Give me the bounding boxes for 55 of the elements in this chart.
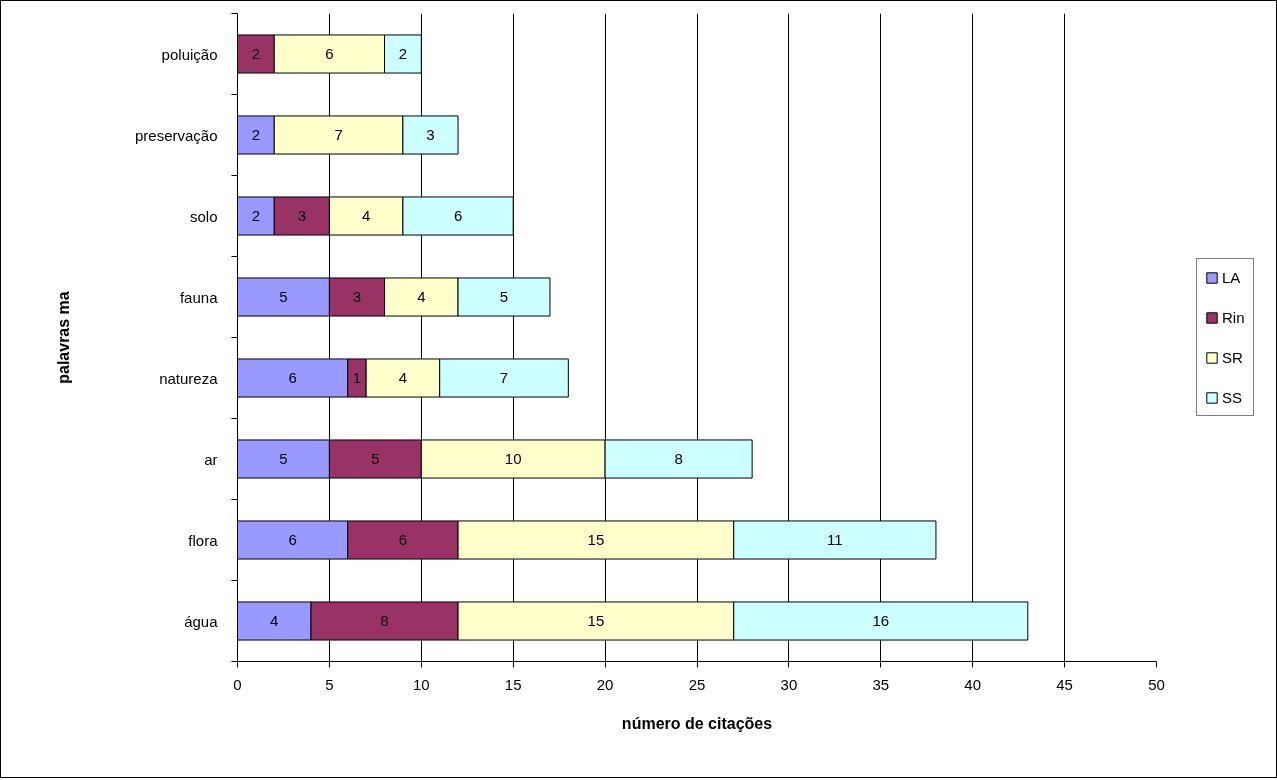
data-label: 6 — [398, 531, 408, 548]
data-label: 5 — [371, 450, 380, 467]
data-label: 4 — [417, 288, 426, 305]
legend-label: LA — [1222, 267, 1242, 287]
data-label: 7 — [499, 369, 509, 386]
y-tick-label: flora — [188, 531, 219, 549]
y-tick-label: poluição — [161, 45, 218, 63]
y-tick-label: fauna — [179, 288, 219, 306]
x-tick-label: 25 — [688, 675, 706, 693]
x-axis-title: número de citações — [621, 714, 773, 732]
x-tick-label: 20 — [596, 675, 614, 693]
y-tick-label: natureza — [159, 369, 219, 387]
y-tick-label: preservação — [134, 126, 218, 144]
data-label: 10 — [504, 450, 522, 467]
data-label: 3 — [297, 207, 306, 224]
data-label: 7 — [334, 126, 343, 143]
x-tick-label: 15 — [504, 675, 522, 693]
y-tick-label: água — [184, 612, 219, 630]
data-label: 5 — [279, 450, 288, 467]
legend-label: Rin — [1222, 307, 1245, 327]
data-label: 4 — [270, 612, 279, 629]
data-label: 11 — [827, 531, 843, 548]
data-label: 6 — [288, 531, 297, 548]
data-label: 1 — [352, 369, 362, 386]
data-label: 2 — [251, 207, 261, 224]
data-label: 15 — [587, 612, 605, 629]
data-label: 6 — [453, 207, 463, 224]
x-tick-label: 50 — [1148, 675, 1165, 693]
x-tick-label: 30 — [780, 675, 798, 693]
y-axis-title: palavras ma — [54, 291, 72, 384]
data-label: 8 — [674, 450, 683, 467]
y-tick-label: ar — [204, 450, 218, 468]
data-label: 2 — [398, 45, 408, 62]
y-tick-label: solo — [189, 207, 218, 225]
x-tick-label: 45 — [1056, 675, 1073, 693]
data-label: 3 — [352, 288, 362, 305]
data-label: 4 — [361, 207, 371, 224]
data-label: 5 — [279, 288, 288, 305]
data-label: 2 — [251, 126, 261, 143]
data-label: 6 — [325, 45, 334, 62]
x-tick-label: 0 — [233, 675, 242, 693]
legend-label: SS — [1222, 387, 1243, 407]
data-label: 8 — [380, 612, 389, 629]
data-label: 16 — [872, 612, 890, 629]
x-tick-label: 40 — [964, 675, 982, 693]
data-label: 6 — [288, 369, 297, 386]
x-tick-label: 35 — [872, 675, 890, 693]
data-label: 3 — [426, 126, 435, 143]
data-label: 5 — [499, 288, 509, 305]
data-label: 2 — [251, 45, 261, 62]
data-label: 4 — [398, 369, 408, 386]
x-tick-label: 5 — [325, 675, 334, 693]
x-tick-label: 10 — [412, 675, 430, 693]
data-label: 15 — [587, 531, 605, 548]
legend-label: SR — [1222, 347, 1243, 367]
